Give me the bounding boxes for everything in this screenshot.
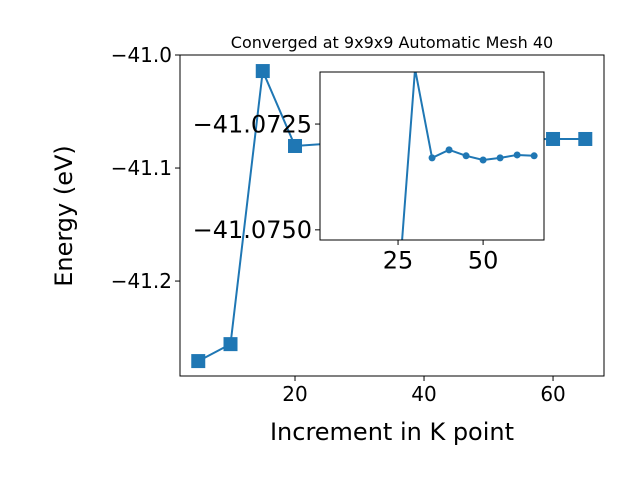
data-point — [530, 152, 538, 160]
data-point — [428, 154, 436, 162]
plot-area — [395, 72, 538, 297]
y-tick-label: −41.0 — [111, 43, 172, 67]
data-point — [546, 131, 561, 146]
data-point — [479, 156, 487, 164]
x-tick-label: 20 — [282, 382, 307, 406]
y-tick-label: −41.2 — [111, 269, 172, 293]
x-axis-label: Increment in K point — [270, 418, 514, 446]
data-point — [395, 290, 402, 297]
data-point — [578, 131, 593, 146]
x-tick-label: 60 — [540, 382, 565, 406]
data-point — [223, 337, 238, 352]
x-tick-label: 25 — [383, 246, 414, 274]
data-point — [413, 72, 417, 73]
chart-title: Converged at 9x9x9 Automatic Mesh 40 — [231, 33, 553, 52]
x-tick-label: 40 — [411, 382, 436, 406]
data-point — [288, 138, 303, 153]
data-point — [496, 154, 504, 162]
data-point — [255, 64, 270, 79]
data-point — [191, 354, 206, 369]
data-point — [462, 152, 470, 160]
y-tick-label: −41.0750 — [193, 216, 312, 244]
data-point — [445, 146, 453, 154]
y-axis-label: Energy (eV) — [50, 145, 78, 287]
y-tick-label: −41.0725 — [193, 110, 312, 138]
y-tick-label: −41.1 — [111, 156, 172, 180]
axes-frame — [179, 54, 605, 377]
data-point — [513, 151, 521, 159]
x-tick-label: 50 — [468, 246, 499, 274]
axes-frame — [319, 71, 545, 241]
